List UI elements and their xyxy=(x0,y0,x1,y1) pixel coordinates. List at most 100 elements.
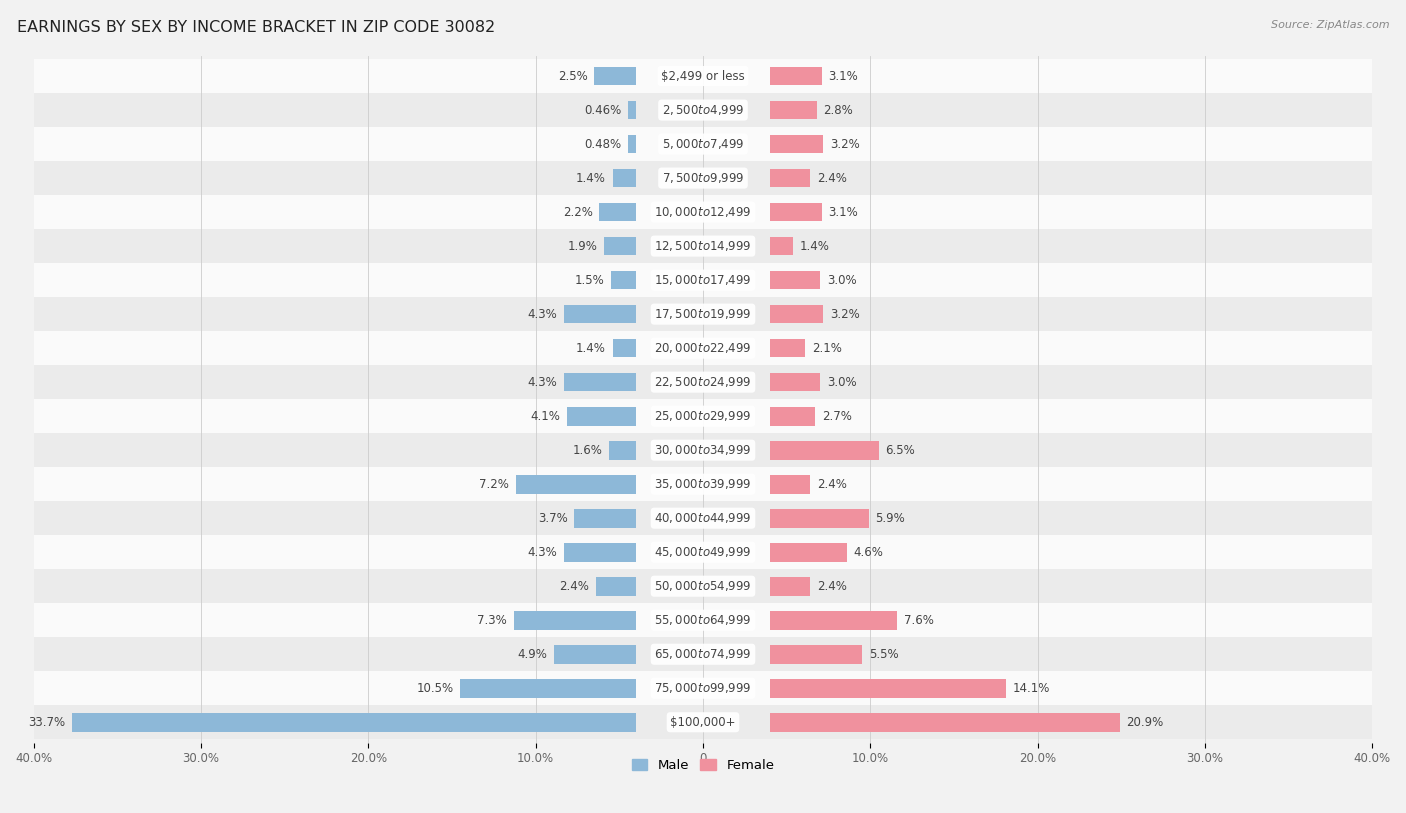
Text: 0.46%: 0.46% xyxy=(585,103,621,116)
Bar xyxy=(34,365,1372,399)
Bar xyxy=(770,509,869,528)
Bar xyxy=(770,543,846,562)
Bar xyxy=(34,705,1372,739)
Text: 3.2%: 3.2% xyxy=(830,137,860,150)
Text: $50,000 to $54,999: $50,000 to $54,999 xyxy=(654,579,752,593)
Bar xyxy=(613,339,636,358)
Text: $5,000 to $7,499: $5,000 to $7,499 xyxy=(662,137,744,151)
Text: 2.8%: 2.8% xyxy=(824,103,853,116)
Text: $25,000 to $29,999: $25,000 to $29,999 xyxy=(654,409,752,423)
Text: 6.5%: 6.5% xyxy=(886,444,915,457)
Bar xyxy=(770,441,879,459)
Bar xyxy=(770,135,824,154)
Text: Source: ZipAtlas.com: Source: ZipAtlas.com xyxy=(1271,20,1389,30)
Text: 7.2%: 7.2% xyxy=(479,478,509,491)
Text: $17,500 to $19,999: $17,500 to $19,999 xyxy=(654,307,752,321)
Bar xyxy=(554,645,636,663)
Text: $12,500 to $14,999: $12,500 to $14,999 xyxy=(654,239,752,253)
Text: 2.5%: 2.5% xyxy=(558,70,588,83)
Text: 4.3%: 4.3% xyxy=(527,546,557,559)
Text: 1.4%: 1.4% xyxy=(576,341,606,354)
Bar xyxy=(34,127,1372,161)
Bar xyxy=(34,331,1372,365)
Bar xyxy=(34,297,1372,331)
Text: 1.6%: 1.6% xyxy=(572,444,603,457)
Text: 4.1%: 4.1% xyxy=(531,410,561,423)
Bar xyxy=(770,67,823,85)
Text: 3.1%: 3.1% xyxy=(828,70,858,83)
Text: 5.5%: 5.5% xyxy=(869,648,898,661)
Bar xyxy=(770,406,815,425)
Text: $40,000 to $44,999: $40,000 to $44,999 xyxy=(654,511,752,525)
Text: 3.2%: 3.2% xyxy=(830,307,860,320)
Text: $2,499 or less: $2,499 or less xyxy=(661,70,745,83)
Text: 1.4%: 1.4% xyxy=(576,172,606,185)
Text: $45,000 to $49,999: $45,000 to $49,999 xyxy=(654,546,752,559)
Bar xyxy=(599,202,636,221)
Text: 4.3%: 4.3% xyxy=(527,307,557,320)
Bar xyxy=(34,263,1372,297)
Bar xyxy=(564,543,636,562)
Bar xyxy=(34,672,1372,705)
Bar xyxy=(34,637,1372,672)
Bar xyxy=(609,441,636,459)
Text: 2.7%: 2.7% xyxy=(823,410,852,423)
Bar xyxy=(770,202,823,221)
Text: 3.1%: 3.1% xyxy=(828,206,858,219)
Bar xyxy=(770,475,810,493)
Text: $2,500 to $4,999: $2,500 to $4,999 xyxy=(662,103,744,117)
Bar xyxy=(770,339,806,358)
Bar xyxy=(34,433,1372,467)
Bar xyxy=(596,577,636,596)
Bar xyxy=(770,101,817,120)
Text: 1.9%: 1.9% xyxy=(568,240,598,253)
Bar xyxy=(72,713,636,732)
Text: 2.4%: 2.4% xyxy=(817,478,846,491)
Bar xyxy=(568,406,636,425)
Text: 7.3%: 7.3% xyxy=(478,614,508,627)
Text: 10.5%: 10.5% xyxy=(416,682,454,695)
Bar xyxy=(770,373,820,392)
Bar xyxy=(513,611,636,629)
Bar xyxy=(34,603,1372,637)
Bar xyxy=(34,93,1372,127)
Bar xyxy=(612,271,636,289)
Text: EARNINGS BY SEX BY INCOME BRACKET IN ZIP CODE 30082: EARNINGS BY SEX BY INCOME BRACKET IN ZIP… xyxy=(17,20,495,35)
Bar xyxy=(34,161,1372,195)
Bar xyxy=(628,101,636,120)
Bar xyxy=(34,399,1372,433)
Bar xyxy=(34,535,1372,569)
Text: $30,000 to $34,999: $30,000 to $34,999 xyxy=(654,443,752,457)
Bar xyxy=(34,569,1372,603)
Text: $55,000 to $64,999: $55,000 to $64,999 xyxy=(654,613,752,627)
Bar xyxy=(34,195,1372,229)
Bar xyxy=(516,475,636,493)
Text: $75,000 to $99,999: $75,000 to $99,999 xyxy=(654,681,752,695)
Text: $22,500 to $24,999: $22,500 to $24,999 xyxy=(654,375,752,389)
Bar xyxy=(613,169,636,188)
Text: $100,000+: $100,000+ xyxy=(671,715,735,728)
Text: 14.1%: 14.1% xyxy=(1012,682,1050,695)
Bar xyxy=(34,501,1372,535)
Bar xyxy=(628,135,636,154)
Text: 3.0%: 3.0% xyxy=(827,274,856,287)
Text: $65,000 to $74,999: $65,000 to $74,999 xyxy=(654,647,752,661)
Bar xyxy=(460,679,636,698)
Bar xyxy=(34,229,1372,263)
Text: 2.4%: 2.4% xyxy=(817,580,846,593)
Bar xyxy=(34,59,1372,93)
Bar xyxy=(770,645,862,663)
Text: $20,000 to $22,499: $20,000 to $22,499 xyxy=(654,341,752,355)
Text: 0.48%: 0.48% xyxy=(585,137,621,150)
Text: 2.4%: 2.4% xyxy=(817,172,846,185)
Bar xyxy=(605,237,636,255)
Bar xyxy=(34,467,1372,501)
Bar xyxy=(564,373,636,392)
Bar xyxy=(564,305,636,324)
Legend: Male, Female: Male, Female xyxy=(626,754,780,777)
Bar xyxy=(770,169,810,188)
Text: 2.1%: 2.1% xyxy=(811,341,842,354)
Bar xyxy=(595,67,636,85)
Text: $35,000 to $39,999: $35,000 to $39,999 xyxy=(654,477,752,491)
Text: 20.9%: 20.9% xyxy=(1126,715,1164,728)
